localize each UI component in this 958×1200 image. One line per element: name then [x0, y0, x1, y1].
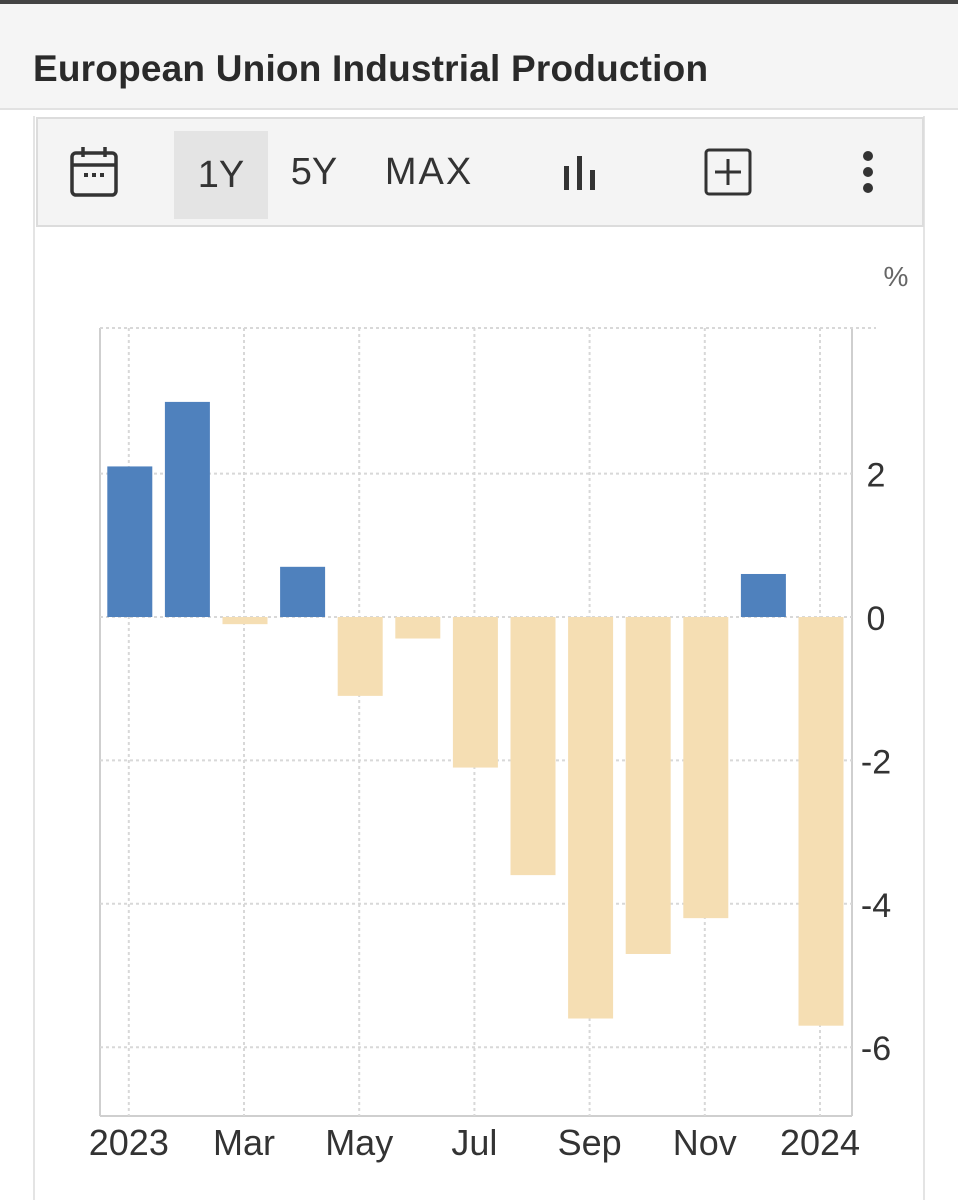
- range-1y-button[interactable]: 1Y: [174, 131, 268, 219]
- chart-type-button[interactable]: [550, 119, 610, 225]
- x-tick-label: Sep: [558, 1122, 622, 1163]
- more-menu-button[interactable]: [848, 119, 888, 225]
- y-tick-label: 0: [867, 600, 886, 638]
- bar-nov-2023[interactable]: [683, 617, 729, 919]
- bar-may-2023[interactable]: [337, 617, 383, 696]
- x-tick-label: 2023: [89, 1122, 169, 1163]
- bar-jan-2024[interactable]: [798, 617, 844, 1026]
- top-border: [0, 0, 958, 4]
- bar-mar-2023[interactable]: [222, 617, 268, 625]
- page-title: European Union Industrial Production: [33, 48, 709, 89]
- x-tick-label: 2024: [780, 1122, 860, 1163]
- x-tick-label: Jul: [451, 1122, 497, 1163]
- bar-feb-2023[interactable]: [164, 401, 210, 617]
- chart-panel: [33, 116, 925, 1200]
- bar-dec-2023[interactable]: [740, 573, 786, 617]
- bar-jan-2023[interactable]: [107, 466, 153, 617]
- bar-jul-2023[interactable]: [452, 617, 498, 768]
- x-tick-label: Nov: [673, 1122, 737, 1163]
- calendar-button[interactable]: [64, 119, 124, 225]
- bar-oct-2023[interactable]: [625, 617, 671, 954]
- calendar-icon: [70, 147, 118, 197]
- bar-sep-2023[interactable]: [568, 617, 614, 1019]
- bar-aug-2023[interactable]: [510, 617, 556, 876]
- bar-jun-2023[interactable]: [395, 617, 441, 639]
- bar-chart-icon: [564, 156, 595, 190]
- bar-chart: % 2 0 -2 -4 -6 2023 Mar May Jul Sep Nov 2024: [89, 261, 909, 1163]
- chart-toolbar: 1Y 5Y MAX: [36, 117, 924, 227]
- plus-square-icon: [704, 148, 752, 196]
- y-tick-label: -2: [861, 743, 891, 781]
- x-tick-label: Mar: [213, 1122, 275, 1163]
- header: European Union Industrial Production: [0, 4, 958, 110]
- x-tick-label: May: [325, 1122, 393, 1163]
- unit-label: %: [884, 261, 909, 292]
- bar-apr-2023[interactable]: [280, 566, 326, 617]
- range-max-button[interactable]: MAX: [384, 150, 474, 193]
- y-tick-label: -4: [861, 887, 891, 925]
- add-button[interactable]: [698, 119, 758, 225]
- y-tick-label: -6: [861, 1030, 891, 1068]
- more-vertical-icon: [863, 151, 873, 193]
- y-tick-label: 2: [867, 457, 886, 495]
- range-5y-button[interactable]: 5Y: [290, 150, 338, 193]
